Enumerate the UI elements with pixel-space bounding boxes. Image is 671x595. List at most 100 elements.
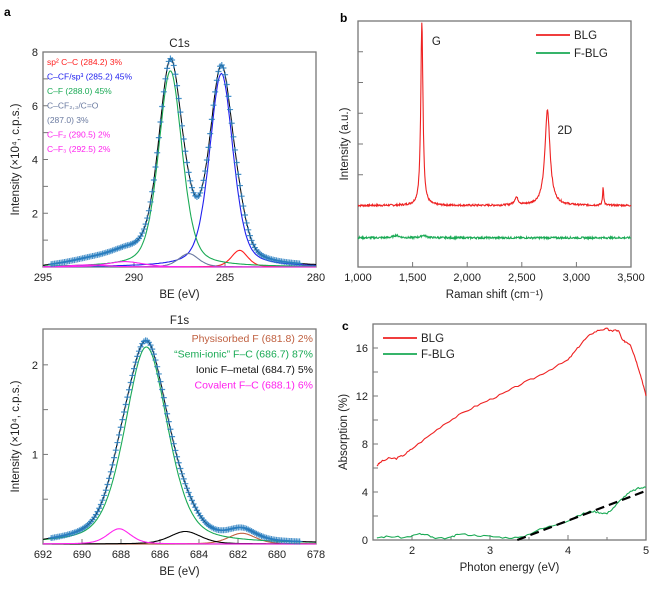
data-point bbox=[159, 103, 166, 110]
data-point bbox=[246, 232, 253, 239]
chart-absorption: 2 3 4 5 0 4 8 12 16 Photon energy (eV) Absorption … bbox=[338, 323, 649, 574]
y-axis-label: Intensity (×10⁴, c.p.s.) bbox=[10, 103, 22, 215]
legend-entry: Ionic F–metal (684.7) 5% bbox=[196, 364, 313, 376]
data-point bbox=[227, 106, 234, 113]
x-tick-label: 682 bbox=[229, 549, 247, 561]
data-point bbox=[134, 353, 141, 360]
y-axis-label: Absorption (%) bbox=[338, 394, 350, 470]
data-point bbox=[119, 416, 126, 423]
data-point bbox=[149, 188, 156, 195]
data-point bbox=[165, 418, 172, 425]
data-point bbox=[152, 357, 159, 364]
data-point bbox=[139, 229, 146, 236]
y-tick-label: 0 bbox=[362, 535, 368, 547]
data-point bbox=[169, 433, 176, 440]
data-point bbox=[104, 481, 111, 488]
data-point bbox=[170, 62, 177, 69]
data-point bbox=[160, 394, 167, 401]
x-axis-label: Photon energy (eV) bbox=[460, 562, 560, 574]
data-point bbox=[217, 63, 224, 70]
data-point bbox=[232, 146, 239, 153]
data-point bbox=[164, 65, 171, 72]
data-point bbox=[235, 171, 242, 178]
data-point bbox=[175, 459, 182, 466]
data-point bbox=[150, 177, 157, 184]
data-point bbox=[212, 88, 219, 95]
y-tick-label: 8 bbox=[362, 439, 368, 451]
chart-title: F1s bbox=[170, 315, 189, 327]
data-point bbox=[174, 82, 181, 89]
data-point bbox=[149, 346, 156, 353]
legend-entry: (287.0) 3% bbox=[47, 115, 89, 125]
data-point bbox=[150, 351, 157, 358]
data-point bbox=[188, 184, 195, 191]
data-point bbox=[182, 480, 189, 487]
data-point bbox=[109, 461, 116, 468]
data-point bbox=[111, 454, 118, 461]
data-point bbox=[179, 122, 186, 129]
x-tick-label: 5 bbox=[643, 545, 649, 557]
data-point bbox=[210, 102, 217, 109]
data-point bbox=[200, 177, 207, 184]
data-point bbox=[180, 135, 187, 142]
chart-f1s: 692 690 688 686 684 682 680 678 1 2 BE (eV) Intensi… bbox=[10, 315, 325, 578]
data-point bbox=[233, 159, 240, 166]
data-point bbox=[99, 497, 106, 504]
legend-entry: F-BLG bbox=[421, 349, 455, 361]
data-point bbox=[117, 424, 124, 431]
x-tick-label: 4 bbox=[565, 545, 571, 557]
legend-entry: C–F (288.0) 45% bbox=[47, 86, 112, 96]
data-point bbox=[112, 447, 119, 454]
component-curve-3 bbox=[43, 528, 316, 545]
legend-entry: F-BLG bbox=[574, 48, 608, 60]
y-tick-label: 2 bbox=[32, 208, 38, 220]
legend-entry: C–CF₂,₃/C=O bbox=[47, 101, 99, 111]
series-line-f-blg bbox=[376, 486, 647, 540]
data-point bbox=[175, 95, 182, 102]
data-point bbox=[135, 348, 142, 355]
data-point bbox=[251, 244, 258, 251]
data-point bbox=[154, 149, 161, 156]
y-axis-label: Intensity (a.u.) bbox=[339, 107, 351, 180]
data-point bbox=[193, 507, 200, 514]
legend-entry: Covalent F–C (688.1) 6% bbox=[195, 380, 313, 392]
data-point bbox=[192, 504, 199, 511]
data-point bbox=[124, 394, 131, 401]
data-point bbox=[230, 133, 237, 140]
data-point bbox=[116, 431, 123, 438]
data-point bbox=[187, 493, 194, 500]
x-tick-label: 2,500 bbox=[508, 272, 536, 284]
x-tick-label: 1,500 bbox=[399, 272, 427, 284]
x-tick-label: 285 bbox=[216, 272, 234, 284]
data-point bbox=[127, 379, 134, 386]
data-point bbox=[208, 116, 215, 123]
data-point bbox=[183, 485, 190, 492]
data-point bbox=[202, 168, 209, 175]
x-tick-label: 3 bbox=[487, 545, 493, 557]
data-point bbox=[107, 468, 114, 475]
data-point bbox=[190, 189, 197, 196]
data-point bbox=[48, 261, 55, 268]
data-point bbox=[154, 363, 161, 370]
panel-label-c: c bbox=[342, 319, 349, 333]
legend-entry: C–CF/sp³ (285.2) 45% bbox=[47, 72, 132, 82]
data-point bbox=[164, 410, 171, 417]
data-point bbox=[152, 163, 159, 170]
data-point bbox=[165, 58, 172, 65]
data-point bbox=[102, 487, 109, 494]
data-point bbox=[207, 130, 214, 137]
fit-line-dashed bbox=[516, 489, 647, 542]
data-point bbox=[245, 226, 252, 233]
data-point bbox=[185, 169, 192, 176]
x-tick-label: 280 bbox=[307, 272, 325, 284]
data-point bbox=[180, 475, 187, 482]
data-point bbox=[223, 81, 230, 88]
series-line-blg bbox=[357, 22, 632, 208]
x-tick-label: 3,500 bbox=[617, 272, 645, 284]
data-point bbox=[48, 534, 55, 541]
panel-label-b: b bbox=[340, 11, 347, 25]
x-tick-label: 680 bbox=[268, 549, 286, 561]
data-point bbox=[174, 453, 181, 460]
x-tick-label: 295 bbox=[34, 272, 52, 284]
